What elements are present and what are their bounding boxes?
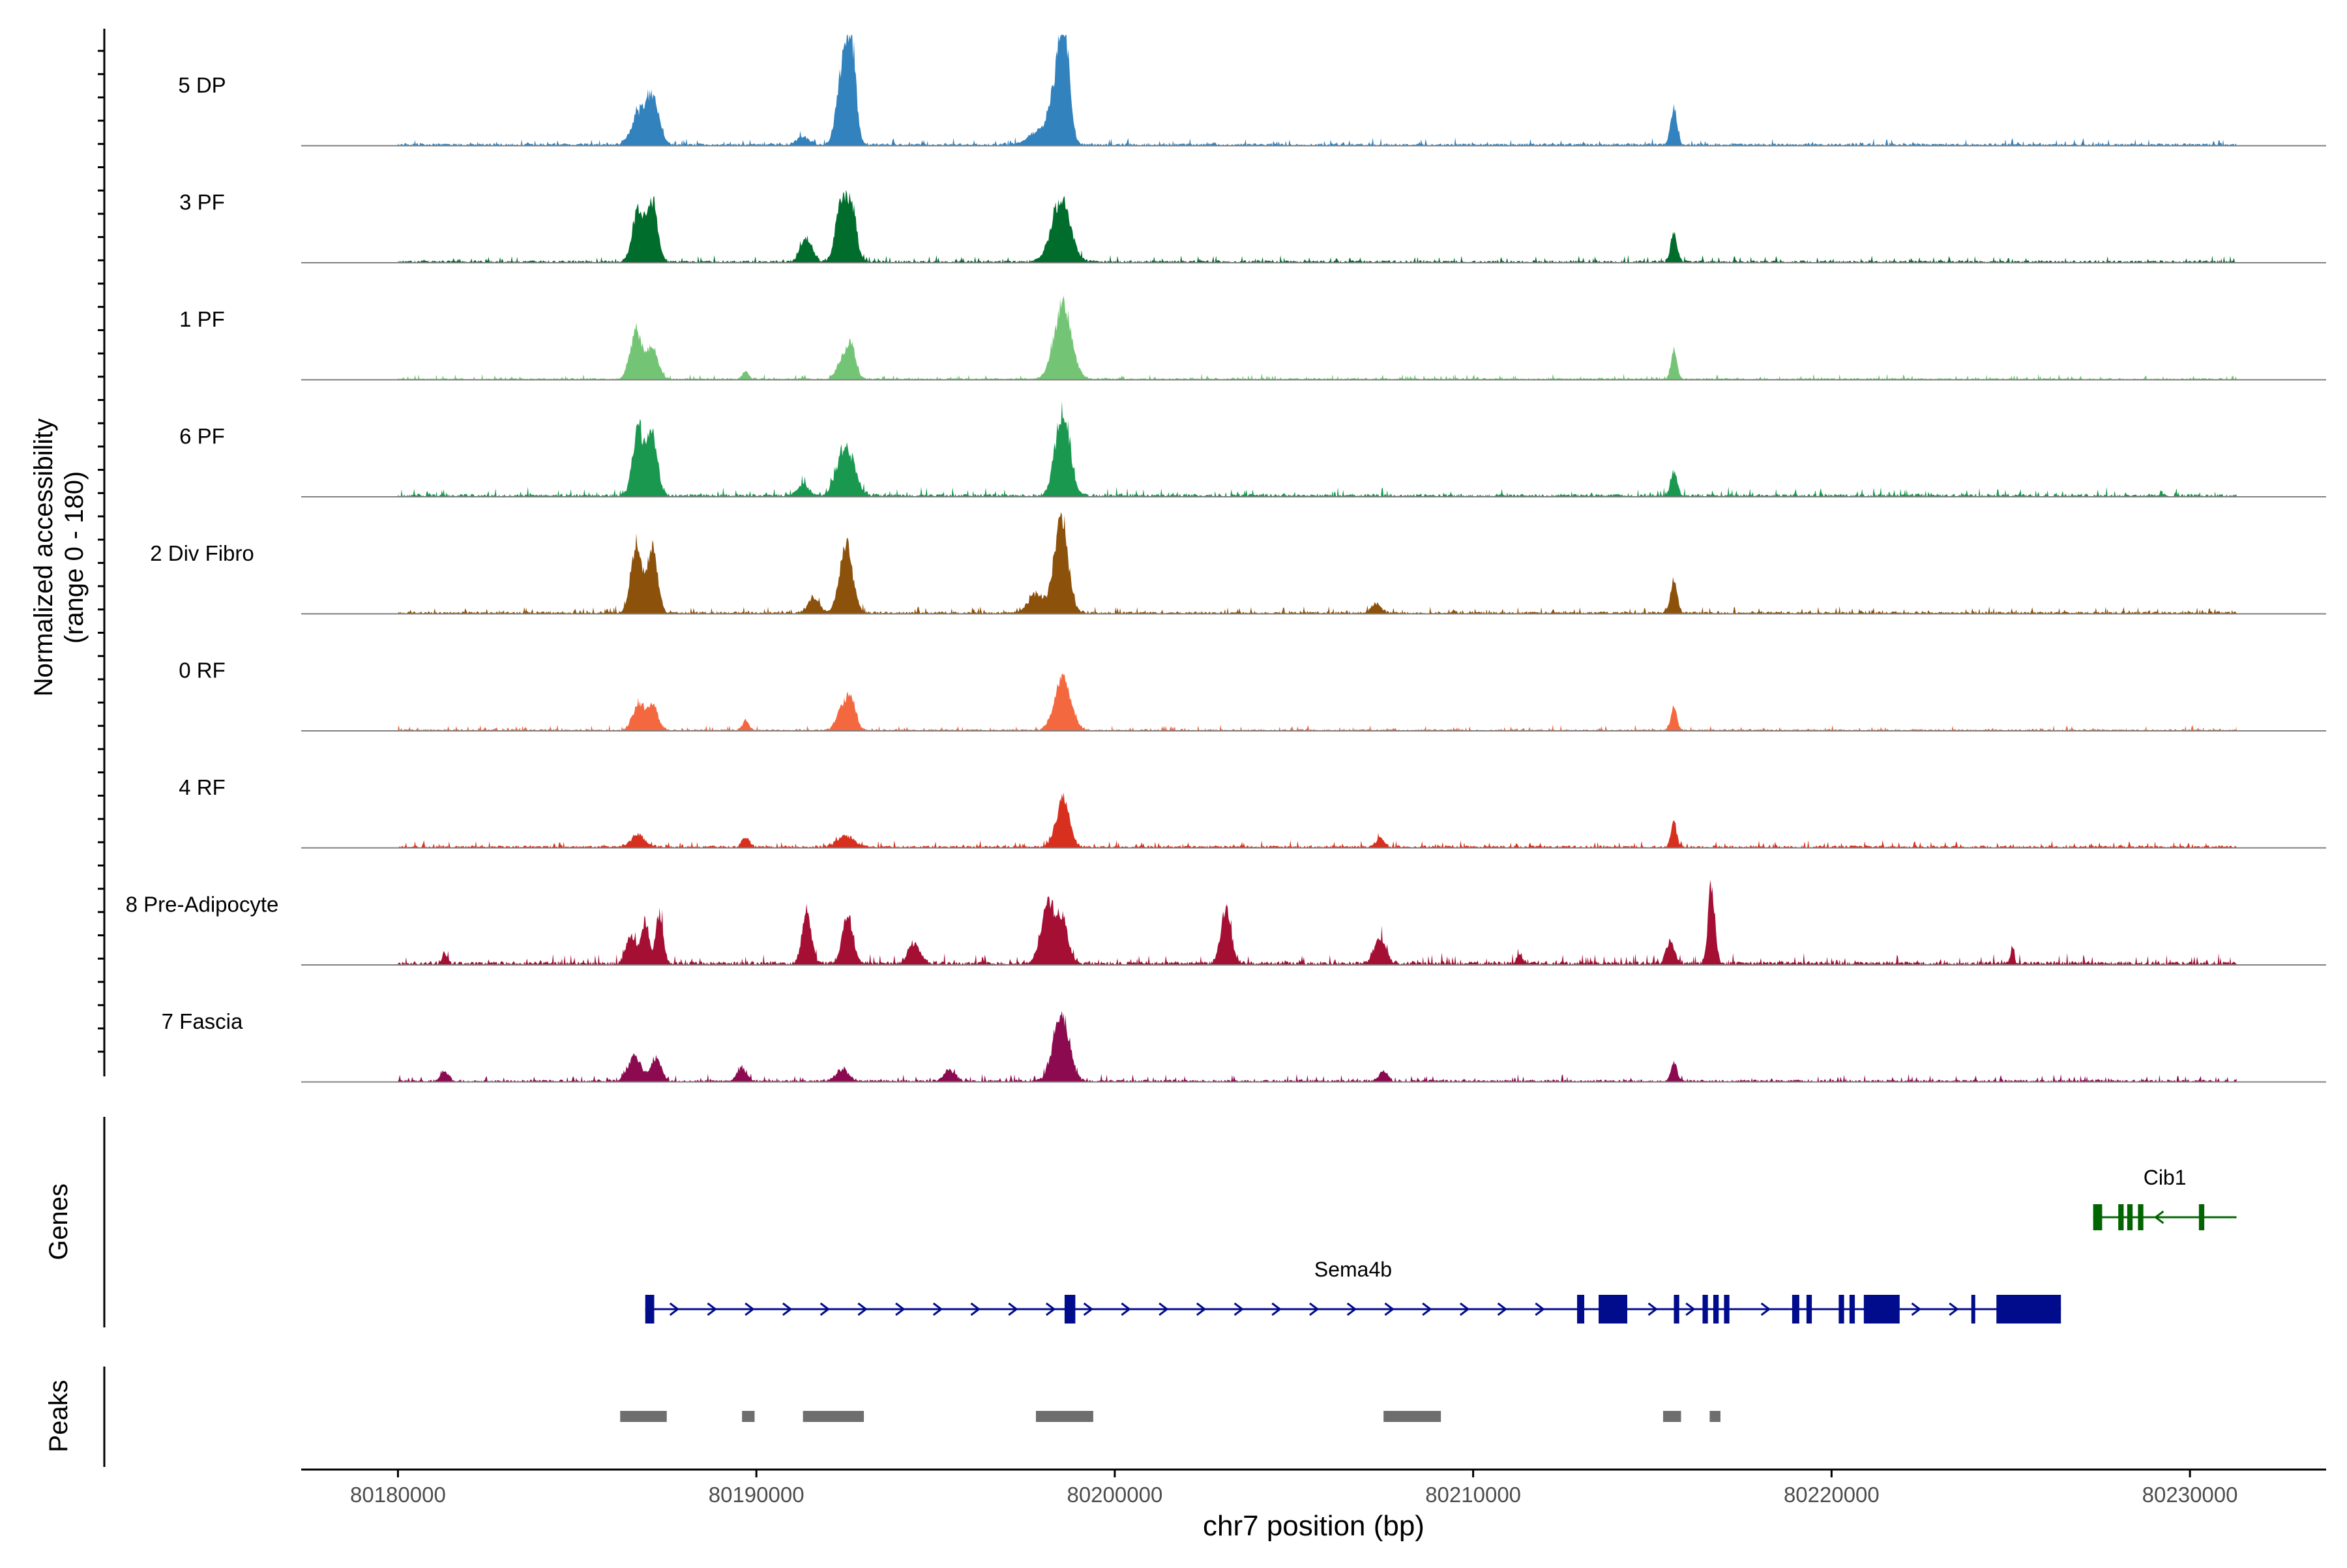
strand-chevron: [1685, 1302, 1696, 1316]
gene-exon: [1577, 1295, 1585, 1324]
peak-region: [1383, 1411, 1441, 1422]
strand-chevron: [1083, 1302, 1094, 1316]
strand-chevron: [1422, 1302, 1432, 1316]
strand-chevron: [1159, 1302, 1169, 1316]
coverage-area-0: [398, 35, 2237, 146]
gene-exon: [1724, 1295, 1730, 1324]
gene-exon: [1849, 1295, 1855, 1324]
track-label: 6 PF: [179, 424, 225, 449]
gene-label: Cib1: [2144, 1166, 2187, 1189]
gene-exon: [1806, 1295, 1812, 1324]
strand-chevron: [1535, 1302, 1545, 1316]
gene-exon: [1838, 1295, 1844, 1324]
gene-exon: [1674, 1295, 1679, 1324]
strand-chevron: [2153, 1210, 2164, 1224]
strand-chevron: [1459, 1302, 1470, 1316]
gene-exon: [1702, 1295, 1708, 1324]
gene-exon: [2093, 1204, 2103, 1230]
strand-chevron: [1760, 1302, 1771, 1316]
peak-region: [803, 1411, 864, 1422]
peak-region: [620, 1411, 667, 1422]
strand-chevron: [1121, 1302, 1131, 1316]
track-label: 5 DP: [178, 73, 226, 97]
peak-region: [742, 1411, 755, 1422]
x-tick-label: 80200000: [1067, 1483, 1162, 1507]
gene-exon: [1863, 1295, 1900, 1324]
y-axis-title: Normalized accessibility: [29, 419, 58, 697]
track-label: 0 RF: [179, 658, 226, 683]
gene-exon: [1792, 1295, 1799, 1324]
strand-chevron: [1233, 1302, 1245, 1316]
strand-chevron: [1309, 1302, 1320, 1316]
coverage-area-1: [398, 190, 2237, 263]
y-axis-range-label: (range 0 - 180): [60, 471, 89, 644]
strand-chevron: [745, 1302, 755, 1316]
strand-chevron: [1271, 1302, 1282, 1316]
strand-chevron: [1008, 1302, 1018, 1316]
track-label: 8 Pre-Adipocyte: [126, 893, 279, 917]
gene-exon: [1971, 1295, 1975, 1324]
peaks-track-title: Peaks: [44, 1380, 73, 1452]
x-tick-label: 80210000: [1425, 1483, 1521, 1507]
x-axis-title: chr7 position (bp): [1203, 1510, 1424, 1542]
strand-chevron: [1196, 1302, 1207, 1316]
gene-exon: [1713, 1295, 1719, 1324]
strand-chevron: [819, 1302, 831, 1316]
strand-chevron: [1647, 1302, 1658, 1316]
strand-chevron: [970, 1302, 981, 1316]
coverage-area-5: [398, 673, 2237, 731]
genes-track-title: Genes: [44, 1183, 73, 1260]
gene-exon: [645, 1295, 655, 1324]
gene-exon: [1599, 1295, 1628, 1324]
x-tick-label: 80190000: [709, 1483, 804, 1507]
peak-region: [1035, 1411, 1093, 1422]
x-tick-label: 80180000: [350, 1483, 446, 1507]
peak-region: [1662, 1411, 1681, 1422]
track-label: 3 PF: [179, 190, 225, 214]
gene-exon: [2118, 1204, 2124, 1230]
track-label: 2 Div Fibro: [150, 541, 254, 565]
strand-chevron: [857, 1302, 868, 1316]
gene-exon: [1996, 1295, 2061, 1324]
track-label: 4 RF: [179, 775, 226, 799]
track-label: 7 Fascia: [162, 1009, 243, 1033]
chart-marks: 5 DP 3 PF 1 PF 6 PF 2 Div Fibro 0 RF 4 RF 8 Pre…: [98, 35, 2326, 1507]
x-tick-label: 80220000: [1784, 1483, 1880, 1507]
strand-chevron: [1949, 1302, 1959, 1316]
track-label: 1 PF: [179, 307, 225, 331]
x-tick-label: 80230000: [2142, 1483, 2238, 1507]
strand-chevron: [782, 1302, 793, 1316]
strand-chevron: [707, 1302, 717, 1316]
gene-exon: [2127, 1204, 2133, 1230]
strand-chevron: [895, 1302, 906, 1316]
strand-chevron: [932, 1302, 943, 1316]
strand-chevron: [1346, 1302, 1357, 1316]
gene-exon: [2198, 1204, 2205, 1230]
strand-chevron: [1911, 1302, 1922, 1316]
strand-chevron: [1046, 1302, 1056, 1316]
gene-exon: [2138, 1204, 2144, 1230]
peak-region: [1709, 1411, 1720, 1422]
strand-chevron: [1384, 1302, 1395, 1316]
strand-chevron: [669, 1302, 680, 1316]
gene-exon: [1064, 1295, 1076, 1324]
gene-label: Sema4b: [1314, 1258, 1392, 1281]
strand-chevron: [1497, 1302, 1508, 1316]
